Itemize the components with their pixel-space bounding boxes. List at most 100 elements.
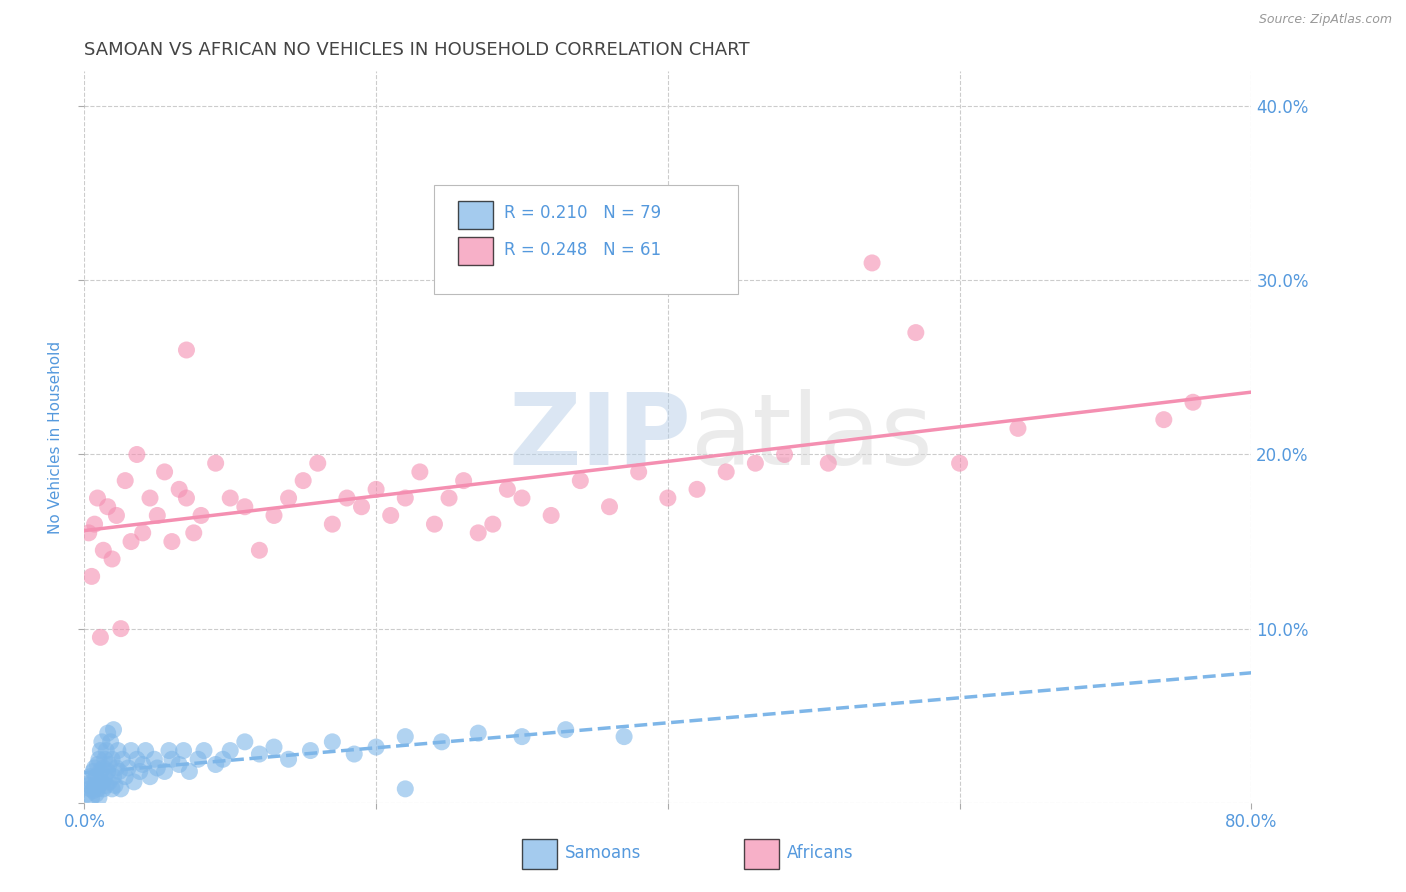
Point [82,764,104,779]
Point [132,757,155,772]
Point [336,491,359,505]
Point [160,534,183,549]
Point [89,631,111,645]
Text: R = 0.248   N = 61: R = 0.248 N = 61 [505,241,662,259]
Text: Africans: Africans [787,844,853,862]
Point [94,752,117,766]
Point [817,456,839,470]
Point [83,761,105,775]
Point [89,764,111,779]
Point [122,775,145,789]
Point [190,508,212,523]
Point [212,752,235,766]
Text: ZIP: ZIP [509,389,692,485]
Point [143,752,166,766]
Point [77,525,100,540]
Point [173,743,195,757]
Point [176,343,198,357]
Point [569,474,592,488]
Point [128,764,150,779]
Point [91,781,114,796]
Point [321,735,343,749]
Point [157,743,180,757]
Point [167,757,190,772]
Point [247,543,270,558]
Point [132,525,155,540]
FancyBboxPatch shape [458,237,494,265]
Point [187,752,209,766]
FancyBboxPatch shape [458,201,494,228]
Point [409,465,432,479]
Point [394,730,416,744]
Point [350,500,373,514]
Point [110,781,132,796]
Point [101,552,124,566]
Point [86,757,108,772]
Point [87,790,110,805]
Point [1007,421,1029,435]
Point [108,764,131,779]
Point [657,491,679,505]
Point [714,465,737,479]
Point [110,622,132,636]
Text: R = 0.210   N = 79: R = 0.210 N = 79 [505,204,662,222]
Point [96,778,118,792]
Point [105,508,128,523]
Point [394,491,416,505]
FancyBboxPatch shape [434,185,738,294]
Point [176,491,198,505]
Point [233,735,256,749]
Point [103,723,125,737]
Point [90,735,112,749]
Point [84,770,107,784]
Point [80,569,103,583]
Point [437,491,460,505]
Point [343,747,366,761]
Point [90,775,112,789]
Point [83,778,105,792]
Point [79,770,101,784]
Point [114,770,136,784]
Point [111,752,134,766]
Point [139,770,162,784]
Point [79,781,101,796]
Point [97,726,120,740]
Point [453,474,475,488]
Point [97,500,120,514]
Point [167,483,190,497]
Text: Source: ZipAtlas.com: Source: ZipAtlas.com [1258,13,1392,27]
Point [94,770,117,784]
Point [263,508,285,523]
Point [153,465,176,479]
Point [76,787,98,801]
Point [510,491,533,505]
Point [277,752,299,766]
Point [496,483,519,497]
Point [153,764,176,779]
Point [120,743,142,757]
Text: SAMOAN VS AFRICAN NO VEHICLES IN HOUSEHOLD CORRELATION CHART: SAMOAN VS AFRICAN NO VEHICLES IN HOUSEHO… [84,41,749,59]
Point [904,326,927,340]
Point [91,543,114,558]
Point [100,735,122,749]
Point [87,752,110,766]
Point [247,747,270,761]
Point [89,743,111,757]
Point [540,508,562,523]
Point [82,783,104,797]
Point [599,500,621,514]
Point [107,743,129,757]
Point [98,757,121,772]
Point [179,764,201,779]
Point [510,730,533,744]
Point [554,723,576,737]
Point [219,743,242,757]
Point [101,781,124,796]
Text: atlas: atlas [692,389,932,485]
Point [80,775,103,789]
Point [299,743,322,757]
Point [96,743,118,757]
Point [744,456,766,470]
Point [87,778,110,792]
Point [98,775,121,789]
